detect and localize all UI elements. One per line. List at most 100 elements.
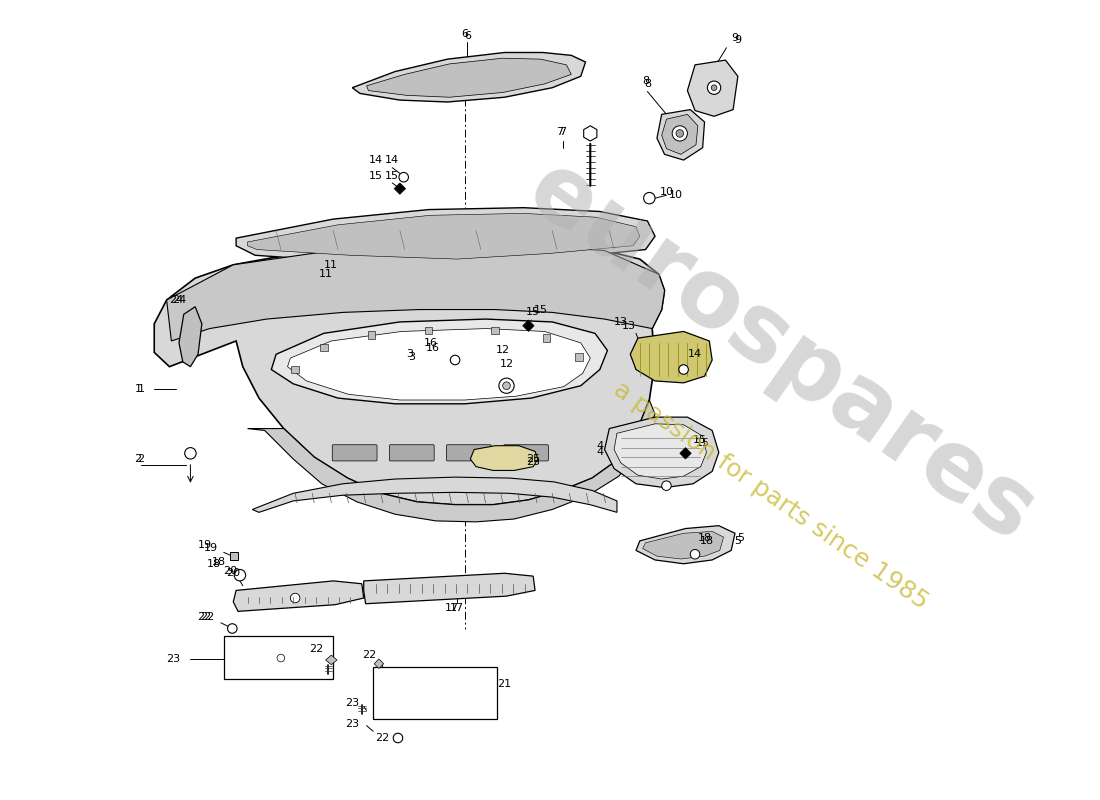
Polygon shape [614, 424, 706, 479]
Polygon shape [642, 531, 724, 559]
Text: 14: 14 [368, 155, 383, 165]
Text: 11: 11 [319, 270, 332, 279]
Polygon shape [236, 208, 654, 265]
FancyBboxPatch shape [230, 552, 238, 560]
Text: 18: 18 [697, 533, 712, 543]
Circle shape [234, 570, 245, 581]
Text: 15: 15 [526, 307, 540, 318]
Circle shape [644, 193, 654, 204]
Text: 25: 25 [526, 454, 540, 464]
Polygon shape [154, 243, 664, 505]
Text: 14: 14 [385, 155, 399, 165]
Polygon shape [179, 306, 201, 366]
Text: 24: 24 [172, 295, 186, 305]
Text: 20: 20 [223, 566, 238, 576]
Circle shape [499, 378, 514, 394]
Text: 7: 7 [557, 126, 563, 137]
Text: 24: 24 [169, 295, 184, 305]
Polygon shape [680, 448, 691, 459]
Text: 13: 13 [621, 321, 636, 330]
Text: 15: 15 [385, 171, 399, 182]
Text: 2: 2 [138, 454, 144, 464]
Text: 22: 22 [309, 645, 323, 654]
FancyBboxPatch shape [292, 366, 299, 374]
Text: 25: 25 [526, 457, 540, 467]
Text: 6: 6 [461, 30, 469, 39]
Circle shape [393, 734, 403, 742]
Polygon shape [252, 477, 617, 512]
Polygon shape [248, 400, 654, 522]
Polygon shape [688, 60, 738, 116]
FancyBboxPatch shape [575, 354, 583, 361]
Text: 22: 22 [362, 650, 376, 660]
Text: 8: 8 [642, 76, 649, 86]
Text: 6: 6 [464, 31, 471, 42]
Text: 19: 19 [198, 540, 212, 550]
Circle shape [290, 594, 300, 602]
Text: 8: 8 [644, 79, 651, 89]
Text: 22: 22 [375, 733, 389, 743]
Circle shape [503, 382, 510, 390]
Text: 18: 18 [700, 536, 714, 546]
FancyBboxPatch shape [389, 445, 434, 461]
Text: 18: 18 [212, 557, 226, 567]
Polygon shape [326, 655, 337, 665]
Text: 19: 19 [205, 542, 219, 553]
Text: 10: 10 [660, 187, 673, 198]
Text: 12: 12 [499, 359, 514, 369]
Text: a passion for parts since 1985: a passion for parts since 1985 [609, 377, 933, 614]
Text: 23: 23 [345, 698, 360, 708]
Text: 15: 15 [534, 305, 548, 314]
Text: 23: 23 [166, 654, 180, 664]
Circle shape [399, 173, 408, 182]
Circle shape [277, 654, 285, 662]
Text: 13: 13 [614, 317, 628, 327]
Text: 18: 18 [207, 558, 221, 569]
Polygon shape [662, 114, 697, 154]
Polygon shape [657, 110, 704, 160]
Polygon shape [272, 319, 607, 404]
Text: 11: 11 [324, 260, 339, 270]
Polygon shape [166, 243, 664, 341]
Circle shape [676, 130, 683, 138]
Text: 16: 16 [424, 338, 438, 348]
FancyBboxPatch shape [425, 326, 432, 334]
Circle shape [679, 365, 689, 374]
Polygon shape [352, 53, 585, 102]
Text: 17: 17 [450, 602, 464, 613]
FancyBboxPatch shape [367, 331, 375, 339]
Text: 15: 15 [693, 435, 707, 445]
FancyBboxPatch shape [542, 334, 550, 342]
Polygon shape [364, 574, 535, 604]
Text: 1: 1 [134, 383, 142, 394]
Text: 15: 15 [695, 438, 710, 448]
FancyBboxPatch shape [223, 636, 333, 679]
Polygon shape [522, 320, 535, 331]
Text: 15: 15 [370, 171, 383, 182]
Text: 2: 2 [134, 454, 142, 464]
Text: 22: 22 [198, 612, 212, 622]
FancyBboxPatch shape [492, 326, 499, 334]
FancyBboxPatch shape [447, 445, 492, 461]
Text: 3: 3 [406, 350, 412, 359]
Text: 1: 1 [138, 383, 144, 394]
Text: 5: 5 [737, 533, 745, 543]
Text: 4: 4 [596, 441, 604, 450]
Circle shape [712, 85, 717, 90]
FancyBboxPatch shape [504, 445, 549, 461]
Polygon shape [287, 329, 591, 400]
Text: eurospares: eurospares [509, 143, 1052, 562]
Text: 10: 10 [669, 190, 683, 200]
Polygon shape [374, 659, 384, 669]
Polygon shape [248, 214, 640, 259]
Text: 23: 23 [345, 718, 360, 729]
Text: 9: 9 [732, 34, 738, 43]
Text: 20: 20 [227, 568, 240, 578]
Circle shape [707, 81, 721, 94]
Polygon shape [233, 581, 364, 611]
Text: 12: 12 [496, 346, 509, 355]
Polygon shape [630, 331, 712, 383]
Circle shape [228, 624, 238, 634]
Circle shape [672, 126, 688, 141]
FancyBboxPatch shape [373, 666, 497, 719]
